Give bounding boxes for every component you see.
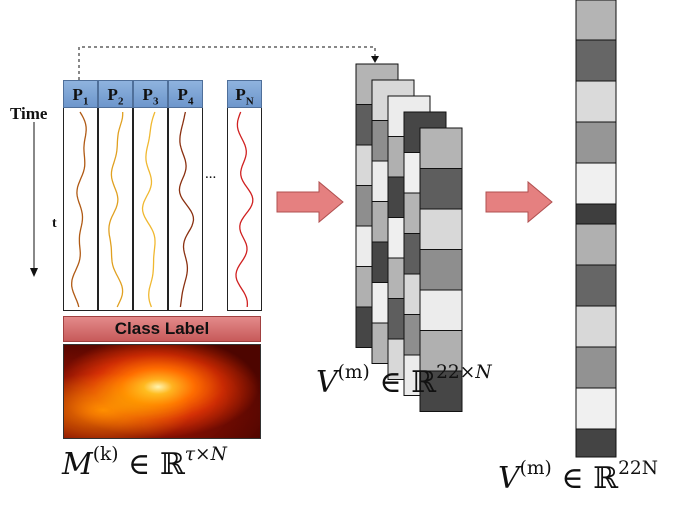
vector-cell: [575, 80, 617, 123]
matrix-cell: [419, 330, 463, 372]
vector-cell: [575, 428, 617, 458]
vector-cell: [575, 223, 617, 266]
param-column-p3: [133, 108, 168, 311]
vector-cell: [575, 346, 617, 389]
arrow-right-2: [485, 180, 553, 224]
param-header-p1: P1: [63, 80, 98, 108]
param-header-p2: P2: [98, 80, 133, 108]
formula-v-vector: V(m) ∈ ℝ22N: [498, 458, 658, 496]
matrix-cell: [419, 370, 463, 412]
time-series-curve: [108, 112, 124, 308]
time-axis-label: Time: [10, 104, 48, 123]
time-series-curve: [178, 111, 195, 308]
vector-cell: [575, 0, 617, 41]
class-label-bar: Class Label: [63, 316, 261, 342]
t-label: t: [52, 216, 57, 231]
vector-cell: [575, 39, 617, 82]
vector-cell: [575, 305, 617, 348]
arrow-shape: [276, 180, 344, 224]
time-series-curve: [71, 111, 87, 308]
column-ellipsis: ...: [205, 166, 217, 182]
param-column-pn: [227, 108, 262, 311]
vector-cell: [575, 121, 617, 164]
time-axis-arrow: [30, 122, 38, 277]
vector-cell: [575, 387, 617, 430]
formula-v-matrix: V(m) ∈ ℝ22×N: [316, 362, 492, 400]
param-column-p4: [168, 108, 203, 311]
param-column-p1: [63, 108, 98, 311]
param-header-pn: PN: [227, 80, 262, 108]
matrix-cell: [419, 127, 463, 169]
arrow-right-1: [276, 180, 344, 224]
arrow-shape: [485, 180, 553, 224]
vector-cell: [575, 162, 617, 205]
vector-cell: [575, 203, 617, 225]
time-series-curve: [235, 111, 254, 308]
vector-cell: [575, 264, 617, 307]
solar-image: [63, 344, 261, 439]
param-header-p3: P3: [133, 80, 168, 108]
formula-m: M(k) ∈ ℝτ×N: [62, 444, 227, 482]
matrix-cell: [419, 249, 463, 291]
matrix-cell: [419, 208, 463, 250]
param-header-p4: P4: [168, 80, 203, 108]
time-series-curve: [141, 111, 156, 308]
